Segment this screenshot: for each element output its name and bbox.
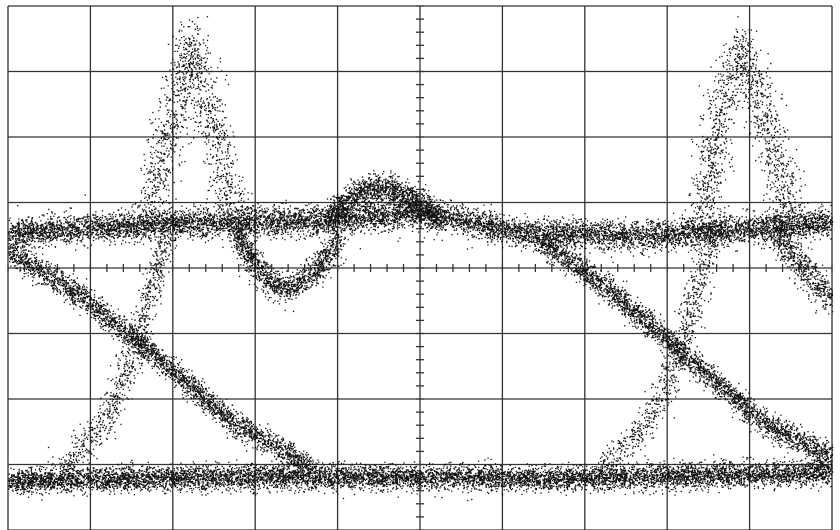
- oscilloscope-screen: [0, 0, 840, 530]
- page: (() => { const data = JSON.parse(documen…: [0, 0, 840, 530]
